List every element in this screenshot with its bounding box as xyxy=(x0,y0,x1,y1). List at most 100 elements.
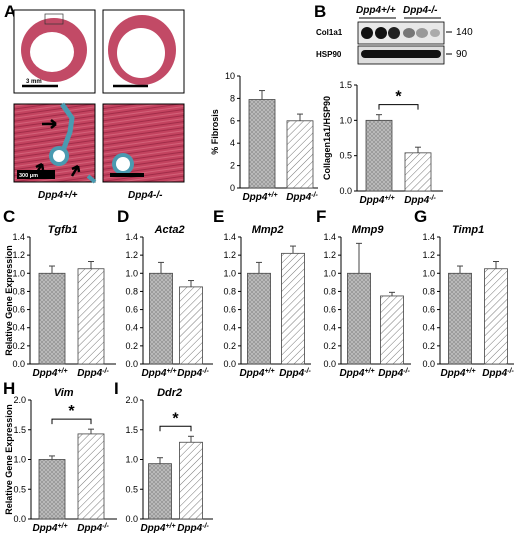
chart-c-tgfb1: 0.0 0.2 0.4 0.6 0.8 1.0 1.2 1.4 Dpp4+/+ Dpp4-/- Tg… xyxy=(4,224,116,379)
significance-bracket xyxy=(159,425,192,432)
panel-letter-h: H xyxy=(3,379,15,398)
y-tick-label: 2 xyxy=(230,161,235,171)
histology-fibrosis-wt: 300 μm xyxy=(13,102,97,184)
bar-wt xyxy=(148,463,172,520)
bar-ko xyxy=(179,441,203,520)
chart-title: Timp1 xyxy=(452,224,484,236)
histology-heart-wt: 3 mm xyxy=(13,9,96,94)
x-tick-label-wt: Dpp4+/+ xyxy=(359,195,394,207)
x-tick-label-ko: Dpp4-/- xyxy=(404,195,436,207)
y-tick-label: 1.5 xyxy=(13,425,26,435)
bar-wt xyxy=(248,99,276,189)
y-tick-label: 1.0 xyxy=(339,115,352,125)
y-tick-label: 1.4 xyxy=(323,232,336,242)
x-tick-label-ko: Dpp4-/- xyxy=(378,368,410,380)
y-tick-label: 1.0 xyxy=(125,455,138,465)
bar-wt xyxy=(38,459,66,520)
chart-b-collagen: 0.0 0.5 1.0 1.5 Dpp4+/+ Dpp4-/- Collagen1a1/HS… xyxy=(322,80,443,206)
bar-ko xyxy=(286,120,314,189)
y-tick-label: 0.0 xyxy=(13,514,26,524)
significance-star: * xyxy=(172,410,179,427)
chart-a-fibrosis: 0 2 4 6 8 10 Dpp4+/+ Dpp4-/- % Fibrosis xyxy=(210,71,318,203)
y-tick-label: 0.8 xyxy=(125,286,138,296)
blot-row-col1a1: Col1a1 xyxy=(316,28,343,37)
y-tick-label: 2.0 xyxy=(13,395,26,405)
x-tick-label-wt: Dpp4+/+ xyxy=(239,368,274,380)
significance-star: * xyxy=(68,403,75,420)
x-tick-label-ko: Dpp4-/- xyxy=(279,368,311,380)
y-tick-label: 0.5 xyxy=(125,484,138,494)
panel-letter-g: G xyxy=(414,207,427,226)
y-tick-label: 0.5 xyxy=(13,484,26,494)
x-tick-label-wt: Dpp4+/+ xyxy=(32,523,67,535)
y-tick-label: 1.2 xyxy=(223,250,236,260)
y-tick-label: 0.0 xyxy=(125,514,138,524)
y-tick-label: 1.0 xyxy=(12,268,25,278)
y-tick-label: 1.0 xyxy=(125,268,138,278)
chart-title: Mmp9 xyxy=(352,224,385,236)
histology-heart-ko xyxy=(102,9,185,94)
y-tick-label: 0.8 xyxy=(12,286,25,296)
y-tick-label: 0.0 xyxy=(422,359,435,369)
y-tick-label: 0.2 xyxy=(12,341,25,351)
y-tick-label: 0.2 xyxy=(422,341,435,351)
blot-row-hsp90: HSP90 xyxy=(316,50,342,59)
panel-letter-f: F xyxy=(316,207,326,226)
histology-label-ko: Dpp4-/- xyxy=(128,190,163,201)
y-tick-label: 0.8 xyxy=(223,286,236,296)
y-tick-label: 0.4 xyxy=(12,323,25,333)
bar-ko xyxy=(77,433,105,520)
y-tick-label: 1.2 xyxy=(12,250,25,260)
x-tick-label-wt: Dpp4+/+ xyxy=(339,368,374,380)
x-tick-label-wt: Dpp4+/+ xyxy=(242,192,277,204)
panel-letter-i: I xyxy=(114,379,119,398)
bar-wt xyxy=(247,272,271,365)
y-tick-label: 1.4 xyxy=(422,232,435,242)
bar-wt xyxy=(347,272,371,365)
significance-bracket xyxy=(378,104,419,110)
bar-wt xyxy=(448,272,472,365)
y-tick-label: 0.0 xyxy=(12,359,25,369)
y-tick-label: 0.0 xyxy=(223,359,236,369)
y-tick-label: 0.0 xyxy=(125,359,138,369)
y-tick-label: 1.4 xyxy=(12,232,25,242)
y-tick-label: 1.0 xyxy=(223,268,236,278)
panel-letter-c: C xyxy=(3,207,15,226)
y-tick-label: 0 xyxy=(230,183,235,193)
y-tick-label: 1.0 xyxy=(13,455,26,465)
significance-bracket xyxy=(51,418,92,425)
x-tick-label-ko: Dpp4-/- xyxy=(177,368,209,380)
y-tick-label: 0.6 xyxy=(125,305,138,315)
histology-label-wt: Dpp4+/+ xyxy=(38,190,78,201)
bar-ko xyxy=(380,295,404,365)
y-tick-label: 6 xyxy=(230,116,235,126)
bar-wt xyxy=(38,272,66,365)
x-tick-label-wt: Dpp4+/+ xyxy=(140,523,175,535)
y-tick-label: 0.4 xyxy=(422,323,435,333)
panel-letter-d: D xyxy=(117,207,129,226)
y-tick-label: 1.4 xyxy=(223,232,236,242)
y-axis-label: Relative Gene Expression xyxy=(4,245,14,356)
y-tick-label: 4 xyxy=(230,138,235,148)
y-tick-label: 8 xyxy=(230,93,235,103)
bar-ko xyxy=(484,268,508,365)
blot-label-ko: Dpp4-/- xyxy=(403,5,438,16)
y-tick-label: 0.0 xyxy=(323,359,336,369)
y-axis-label: Collagen1a1/HSP90 xyxy=(322,96,332,180)
blot-label-wt: Dpp4+/+ xyxy=(356,5,396,16)
bar-ko xyxy=(179,286,203,365)
x-tick-label-wt: Dpp4+/+ xyxy=(32,368,67,380)
y-tick-label: 0.4 xyxy=(323,323,336,333)
chart-f-mmp9: 0.0 0.2 0.4 0.6 0.8 1.0 1.2 1.4 Dpp4+/+ Dpp4-/- Mm… xyxy=(323,224,411,379)
chart-title: Tgfb1 xyxy=(48,224,78,236)
y-tick-label: 0.2 xyxy=(223,341,236,351)
bar-wt xyxy=(149,272,173,365)
chart-e-mmp2: 0.0 0.2 0.4 0.6 0.8 1.0 1.2 1.4 Dpp4+/+ Dpp4-/- Mm… xyxy=(223,224,311,379)
y-tick-label: 0.0 xyxy=(339,186,352,196)
x-tick-label-ko: Dpp4-/- xyxy=(286,192,318,204)
y-axis-label: Relative Gene Expression xyxy=(4,404,14,515)
y-axis-label: % Fibrosis xyxy=(210,109,220,155)
y-tick-label: 0.2 xyxy=(323,341,336,351)
